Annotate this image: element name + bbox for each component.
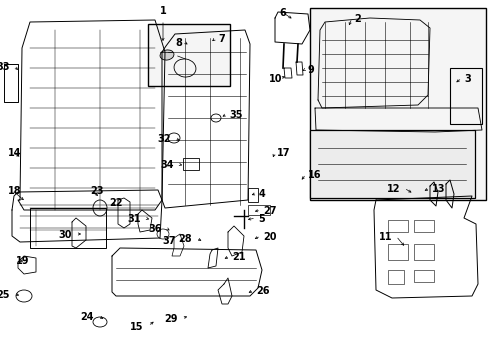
- Text: 35: 35: [228, 110, 242, 120]
- Bar: [148, 24, 229, 86]
- Text: 26: 26: [256, 286, 269, 296]
- Ellipse shape: [160, 50, 174, 60]
- Text: 18: 18: [8, 186, 21, 196]
- Text: 9: 9: [307, 65, 314, 75]
- Text: 7: 7: [218, 34, 224, 44]
- Text: 29: 29: [164, 314, 178, 324]
- Text: 36: 36: [148, 224, 162, 234]
- Text: 28: 28: [178, 234, 192, 244]
- Text: 2: 2: [353, 14, 360, 24]
- Text: 15: 15: [129, 322, 142, 332]
- Bar: [413, 270, 433, 282]
- Text: 3: 3: [463, 74, 470, 84]
- Text: 30: 30: [59, 230, 72, 240]
- Bar: [183, 158, 199, 170]
- Text: 13: 13: [431, 184, 445, 194]
- Bar: [387, 244, 407, 260]
- Text: 16: 16: [307, 170, 321, 180]
- Text: 6: 6: [279, 8, 285, 18]
- Text: 24: 24: [81, 312, 94, 322]
- Text: 14: 14: [8, 148, 21, 158]
- Text: 22: 22: [109, 198, 122, 208]
- Text: 11: 11: [378, 232, 391, 242]
- Text: 1: 1: [159, 6, 166, 16]
- Text: 8: 8: [175, 38, 182, 48]
- Bar: [309, 130, 474, 198]
- Text: 27: 27: [263, 206, 276, 216]
- Text: 32: 32: [157, 134, 171, 144]
- Text: 25: 25: [0, 290, 10, 300]
- Text: 37: 37: [162, 236, 176, 246]
- Text: 33: 33: [0, 62, 10, 72]
- Text: 17: 17: [276, 148, 290, 158]
- Bar: [387, 220, 407, 232]
- Bar: [309, 8, 485, 200]
- Text: 12: 12: [386, 184, 399, 194]
- Text: 31: 31: [127, 214, 141, 224]
- Text: 34: 34: [160, 160, 174, 170]
- Text: 4: 4: [259, 189, 265, 199]
- Bar: [247, 205, 269, 215]
- Bar: [387, 270, 403, 284]
- Text: 19: 19: [16, 256, 29, 266]
- Bar: [247, 188, 258, 202]
- Bar: [30, 208, 106, 248]
- Text: 21: 21: [231, 252, 245, 262]
- Bar: [449, 68, 481, 124]
- Bar: [413, 244, 433, 260]
- Text: 10: 10: [268, 74, 282, 84]
- Text: 5: 5: [258, 214, 264, 224]
- Text: 20: 20: [263, 232, 276, 242]
- Text: 23: 23: [90, 186, 103, 196]
- Bar: [413, 220, 433, 232]
